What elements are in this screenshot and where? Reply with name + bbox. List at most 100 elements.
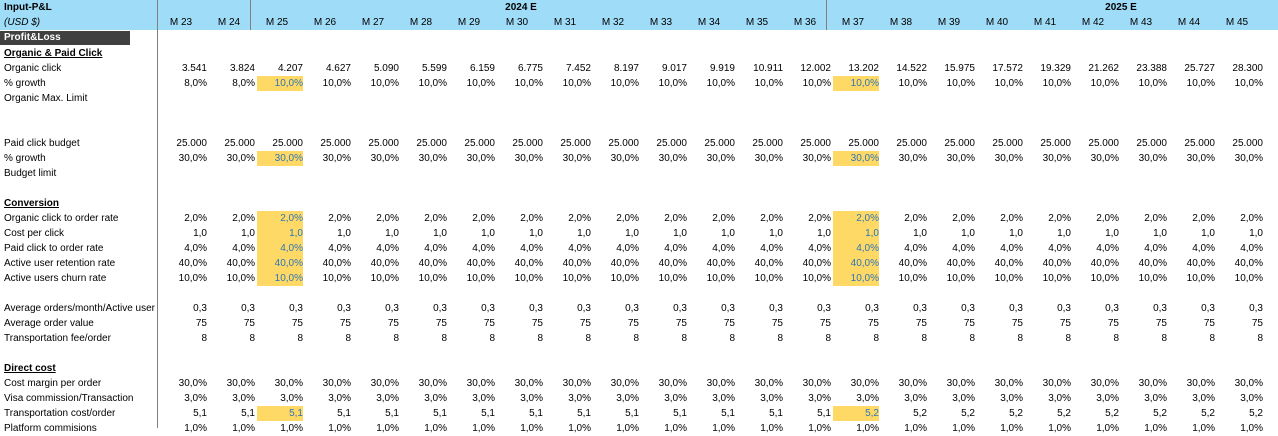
value-cell[interactable]: 10,0% [466, 273, 495, 284]
value-cell[interactable]: 5,1 [481, 408, 495, 419]
value-cell[interactable]: 4,0% [232, 243, 255, 254]
value-cell[interactable]: 25.000 [752, 138, 783, 149]
section-header-profit-loss[interactable]: Profit&Loss [0, 31, 130, 45]
value-cell[interactable]: 5,2 [913, 408, 927, 419]
value-cell[interactable]: 10,0% [1234, 273, 1263, 284]
value-cell[interactable]: 25.000 [1088, 138, 1119, 149]
value-cell[interactable]: 30,0% [274, 378, 303, 389]
row-label[interactable]: Budget limit [4, 168, 57, 179]
value-cell[interactable]: 40,0% [1234, 258, 1263, 269]
value-cell[interactable]: 30,0% [850, 378, 879, 389]
value-cell[interactable]: 8,0% [232, 78, 255, 89]
value-cell[interactable]: 0,3 [673, 303, 687, 314]
value-cell[interactable]: 0,3 [1009, 303, 1023, 314]
value-cell[interactable]: 4,0% [520, 243, 543, 254]
value-cell[interactable]: 40,0% [226, 258, 255, 269]
value-cell[interactable]: 10,0% [610, 78, 639, 89]
value-cell[interactable]: 2,0% [1144, 213, 1167, 224]
value-cell[interactable]: 30,0% [466, 378, 495, 389]
value-cell[interactable]: 0,3 [913, 303, 927, 314]
value-cell[interactable]: 0,3 [481, 303, 495, 314]
value-cell[interactable]: 10,0% [1090, 273, 1119, 284]
value-cell[interactable]: 30,0% [1090, 378, 1119, 389]
value-cell[interactable]: 0,3 [1153, 303, 1167, 314]
value-cell[interactable]: 30,0% [1090, 153, 1119, 164]
value-cell[interactable]: 30,0% [257, 151, 303, 166]
value-cell[interactable]: 4,0% [712, 243, 735, 254]
value-cell[interactable]: 0,3 [817, 303, 831, 314]
value-cell[interactable]: 8 [201, 333, 207, 344]
value-cell[interactable]: 25.000 [1040, 138, 1071, 149]
value-cell[interactable]: 1,0 [817, 228, 831, 239]
value-cell[interactable]: 30,0% [1234, 153, 1263, 164]
month-header[interactable]: M 39 [937, 17, 961, 28]
value-cell[interactable]: 10,0% [706, 273, 735, 284]
row-label[interactable]: Visa commission/Transaction [4, 393, 134, 404]
value-cell[interactable]: 1,0% [1000, 423, 1023, 434]
month-header[interactable]: M 25 [265, 17, 289, 28]
value-cell[interactable]: 6.159 [469, 63, 495, 74]
value-cell[interactable]: 1,0% [520, 423, 543, 434]
month-header[interactable]: M 42 [1081, 17, 1105, 28]
value-cell[interactable]: 0,3 [1249, 303, 1263, 314]
value-cell[interactable]: 0,3 [625, 303, 639, 314]
row-label[interactable]: Paid click to order rate [4, 243, 104, 254]
value-cell[interactable]: 30,0% [1186, 378, 1215, 389]
value-cell[interactable]: 8 [681, 333, 687, 344]
value-cell[interactable]: 4,0% [952, 243, 975, 254]
value-cell[interactable]: 75 [1251, 318, 1263, 329]
value-cell[interactable]: 75 [963, 318, 975, 329]
value-cell[interactable]: 40,0% [946, 258, 975, 269]
value-cell[interactable]: 25.000 [224, 138, 255, 149]
value-cell[interactable]: 1,0 [481, 228, 495, 239]
value-cell[interactable]: 30,0% [322, 153, 351, 164]
value-cell[interactable]: 8 [489, 333, 495, 344]
value-cell[interactable]: 1,0 [961, 228, 975, 239]
value-cell[interactable]: 2,0% [952, 213, 975, 224]
value-cell[interactable]: 1,0% [712, 423, 735, 434]
value-cell[interactable]: 3,0% [520, 393, 543, 404]
value-cell[interactable]: 5,2 [1057, 408, 1071, 419]
value-cell[interactable]: 25.000 [800, 138, 831, 149]
value-cell[interactable]: 10,0% [833, 76, 879, 91]
month-header[interactable]: M 36 [793, 17, 817, 28]
value-cell[interactable]: 4,0% [1240, 243, 1263, 254]
month-header[interactable]: M 23 [169, 17, 193, 28]
value-cell[interactable]: 4,0% [1000, 243, 1023, 254]
value-cell[interactable]: 8 [1161, 333, 1167, 344]
value-cell[interactable]: 2,0% [1096, 213, 1119, 224]
value-cell[interactable]: 30,0% [658, 153, 687, 164]
value-cell[interactable]: 40,0% [257, 256, 303, 271]
value-cell[interactable]: 0,3 [1201, 303, 1215, 314]
value-cell[interactable]: 3,0% [472, 393, 495, 404]
value-cell[interactable]: 1,0 [1249, 228, 1263, 239]
currency-label[interactable]: (USD $) [4, 17, 41, 28]
value-cell[interactable]: 1,0% [568, 423, 591, 434]
value-cell[interactable]: 40,0% [1186, 258, 1215, 269]
value-cell[interactable]: 8 [1017, 333, 1023, 344]
value-cell[interactable]: 5,2 [961, 408, 975, 419]
value-cell[interactable]: 75 [579, 318, 591, 329]
month-header[interactable]: M 30 [505, 17, 529, 28]
value-cell[interactable]: 10,0% [562, 273, 591, 284]
section-label[interactable]: Direct cost [4, 363, 56, 374]
value-cell[interactable]: 40,0% [994, 258, 1023, 269]
value-cell[interactable]: 3,0% [568, 393, 591, 404]
value-cell[interactable]: 2,0% [376, 213, 399, 224]
value-cell[interactable]: 0,3 [1057, 303, 1071, 314]
value-cell[interactable]: 30,0% [418, 378, 447, 389]
value-cell[interactable]: 4,0% [257, 241, 303, 256]
value-cell[interactable]: 4,0% [568, 243, 591, 254]
value-cell[interactable]: 30,0% [322, 378, 351, 389]
value-cell[interactable]: 25.000 [416, 138, 447, 149]
value-cell[interactable]: 10,0% [322, 273, 351, 284]
row-label[interactable]: Organic Max. Limit [4, 93, 88, 104]
value-cell[interactable]: 2,0% [808, 213, 831, 224]
value-cell[interactable]: 13.202 [848, 63, 879, 74]
value-cell[interactable]: 5,1 [769, 408, 783, 419]
value-cell[interactable]: 10,0% [802, 78, 831, 89]
value-cell[interactable]: 30,0% [514, 153, 543, 164]
row-label[interactable]: Active user retention rate [4, 258, 116, 269]
value-cell[interactable]: 25.000 [320, 138, 351, 149]
value-cell[interactable]: 1,0% [808, 423, 831, 434]
